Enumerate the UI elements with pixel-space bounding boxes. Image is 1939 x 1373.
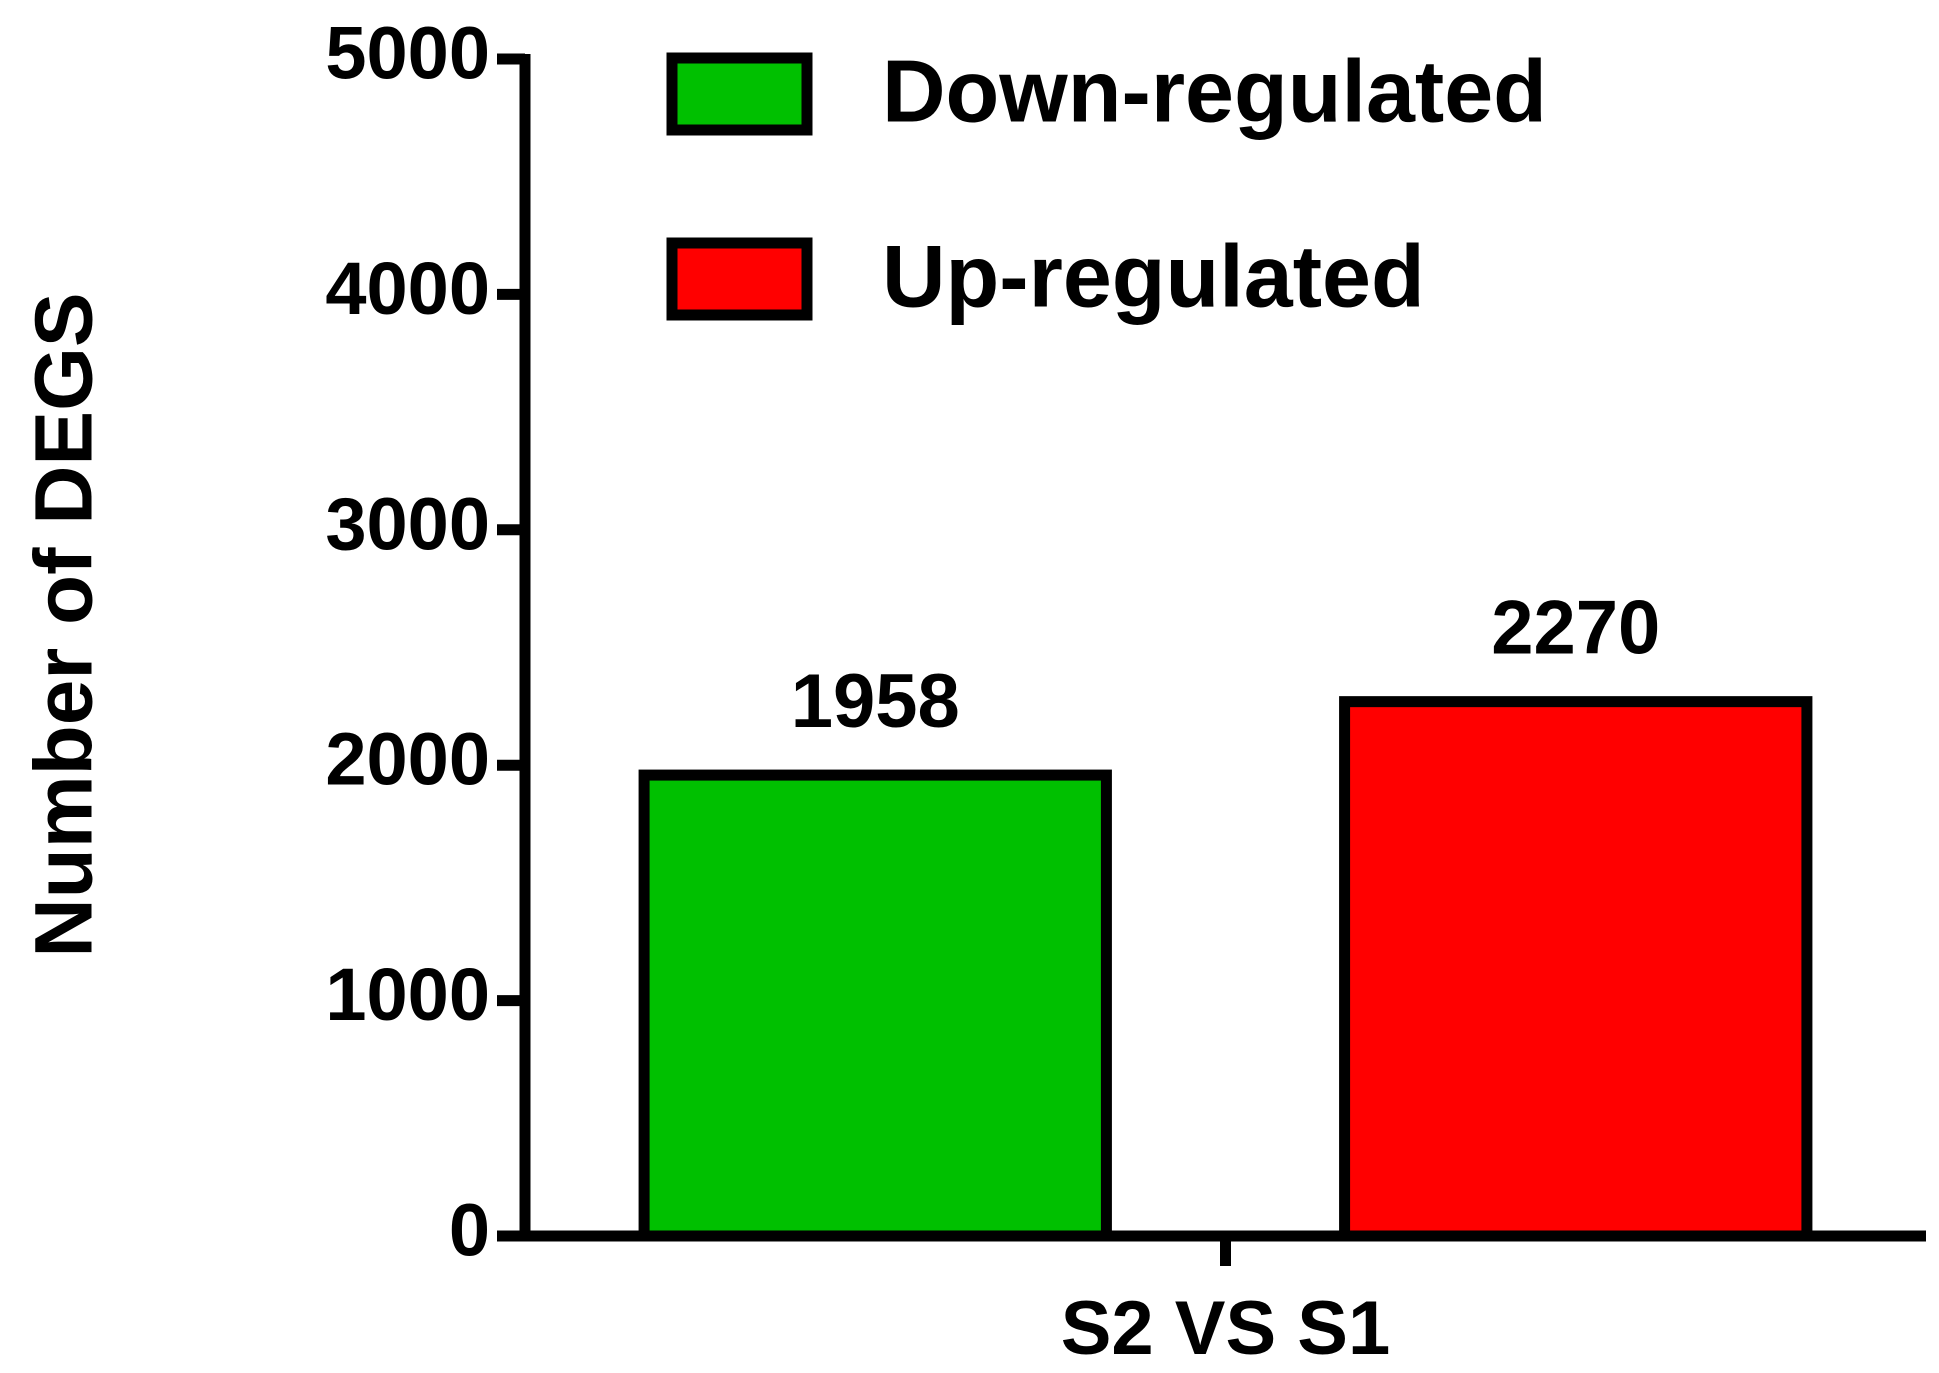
legend-label: Up-regulated (882, 226, 1425, 325)
bar (1339, 696, 1813, 1242)
x-tick-label: S2 VS S1 (1061, 1286, 1391, 1371)
y-axis-label: Number of DEGS (19, 292, 110, 957)
y-tick-label: 4000 (325, 247, 490, 330)
y-tick-label: 1000 (325, 953, 490, 1036)
value-label: 2270 (1491, 586, 1660, 671)
legend-swatch (666, 52, 813, 136)
value-label: 1958 (791, 659, 960, 744)
y-tick-label: 0 (449, 1189, 490, 1272)
y-tick-label: 3000 (325, 482, 490, 565)
legend-label: Down-regulated (882, 41, 1547, 140)
y-tick-label: 2000 (325, 718, 490, 801)
bar (638, 769, 1112, 1242)
y-tick-label: 5000 (325, 12, 490, 95)
legend-swatch (666, 237, 813, 321)
